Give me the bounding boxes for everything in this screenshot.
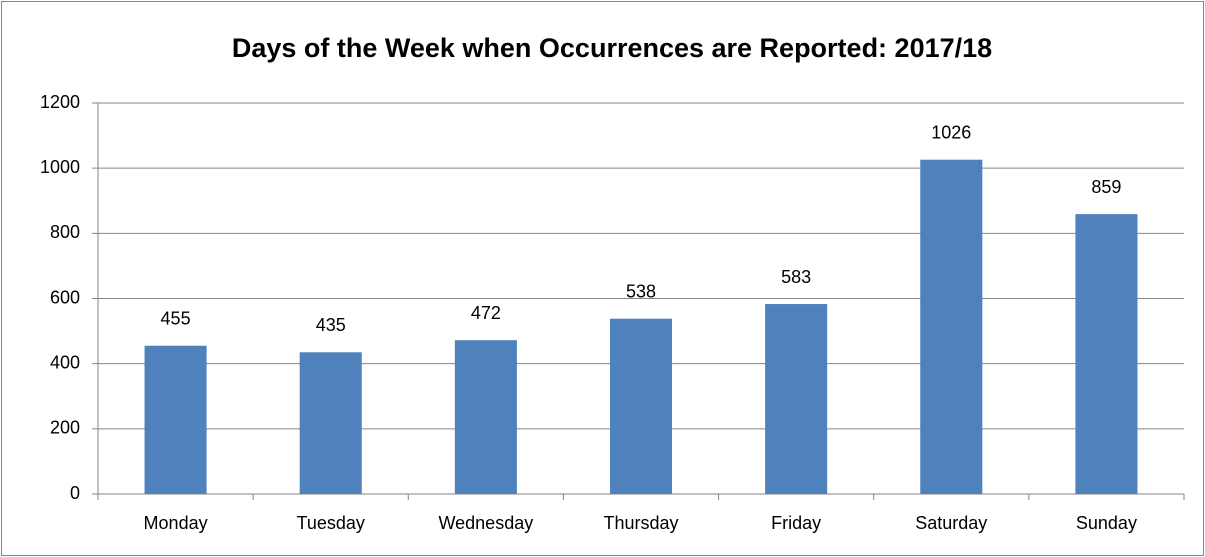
data-label: 435 (316, 315, 346, 335)
x-tick-label: Tuesday (297, 513, 365, 533)
bar (454, 340, 517, 494)
y-tick-label: 0 (70, 483, 80, 503)
x-tick-label: Friday (771, 513, 821, 533)
bar (765, 304, 828, 494)
data-label: 1026 (931, 122, 971, 142)
y-tick-label: 600 (50, 287, 80, 307)
bar (299, 352, 362, 494)
bar (144, 345, 207, 494)
y-tick-label: 800 (50, 222, 80, 242)
x-tick-label: Saturday (915, 513, 987, 533)
data-label: 538 (626, 281, 656, 301)
x-tick-label: Thursday (603, 513, 678, 533)
bar (609, 318, 673, 494)
y-tick-label: 1200 (40, 92, 80, 112)
x-tick-label: Monday (144, 513, 208, 533)
data-label: 455 (161, 308, 191, 328)
chart-title: Days of the Week when Occurrences are Re… (232, 33, 992, 63)
data-label: 859 (1091, 177, 1121, 197)
x-tick-label: Sunday (1076, 513, 1137, 533)
bar (920, 159, 983, 494)
data-label: 583 (781, 267, 811, 287)
y-tick-label: 400 (50, 352, 80, 372)
x-tick-label: Wednesday (438, 513, 533, 533)
y-tick-label: 200 (50, 418, 80, 438)
bar (1075, 214, 1138, 494)
y-tick-label: 1000 (40, 157, 80, 177)
data-label: 472 (471, 303, 501, 323)
